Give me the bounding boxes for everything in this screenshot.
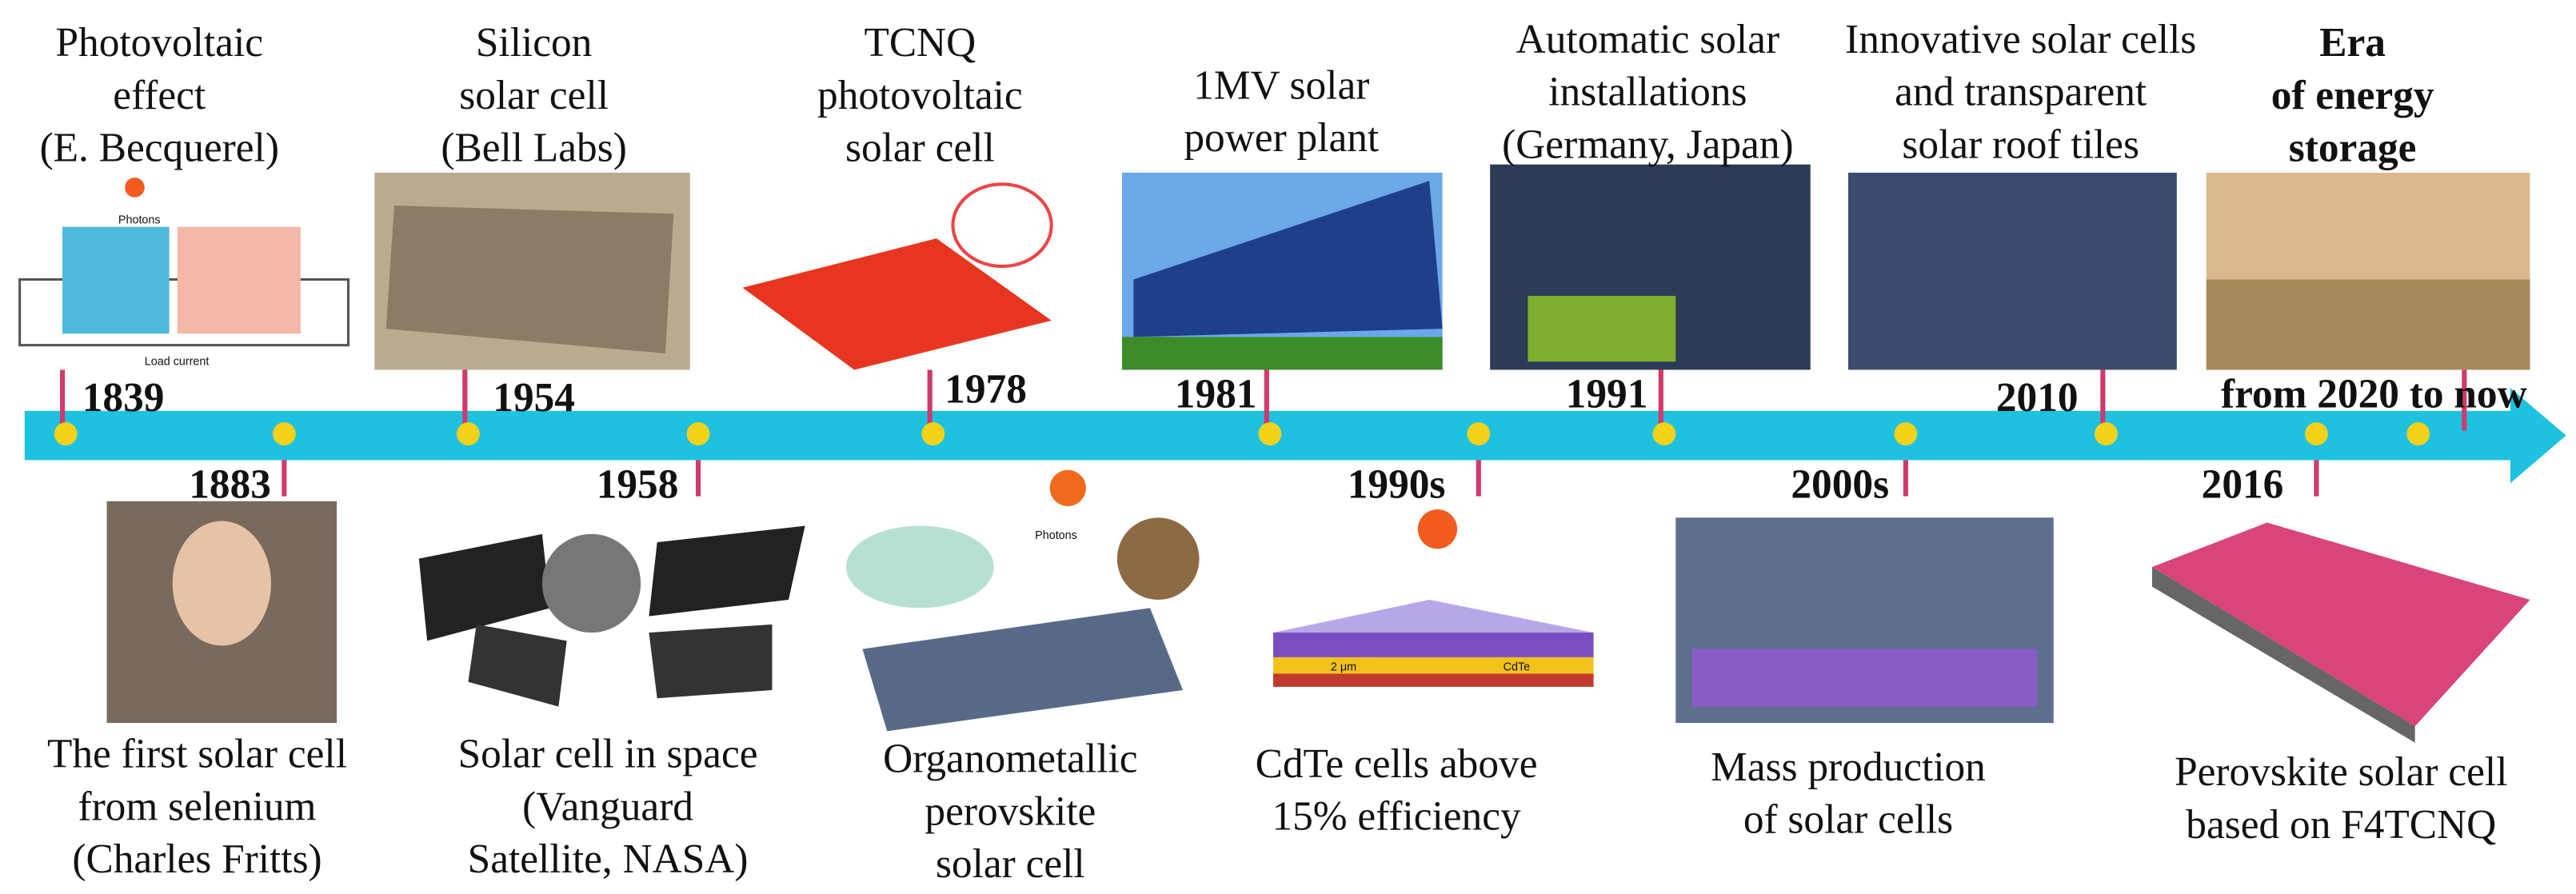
image-text: 2 μm xyxy=(1331,661,1356,673)
event-label: Silicon xyxy=(476,20,592,66)
event-label: (Charles Fritts) xyxy=(72,836,322,882)
dot xyxy=(2305,422,2328,445)
year: 1981 xyxy=(1175,372,1257,417)
events: 1839 Photovoltaic effect (E. Becquerel) 1954… xyxy=(40,17,2527,887)
event-label: Mass production xyxy=(1711,744,1986,790)
f4tcnq-substrate xyxy=(2152,566,2415,743)
event-label: CdTe cells above xyxy=(1256,741,1538,787)
event-label: solar cell xyxy=(845,126,995,171)
event-label: from selenium xyxy=(78,784,316,829)
year: 1958 xyxy=(597,462,679,508)
year: 2010 xyxy=(1996,375,2079,421)
dot xyxy=(457,422,480,445)
tcnq-molecule xyxy=(951,182,1053,269)
power-plant-grass xyxy=(1122,337,1443,370)
year: 1839 xyxy=(82,375,165,421)
factory-cells xyxy=(1691,649,2038,707)
year: 1978 xyxy=(945,367,1027,413)
roof-tiles-photo xyxy=(1847,172,2177,370)
event-label: solar roof tiles xyxy=(1902,122,2139,167)
illustrations: Photons Load current Photons xyxy=(18,164,2530,743)
event-label: solar cell xyxy=(936,841,1085,887)
installation-grass xyxy=(1528,296,1676,362)
event-label: effect xyxy=(113,73,206,118)
year: 2016 xyxy=(2202,462,2284,508)
year: 1954 xyxy=(493,375,575,421)
event-label: TCNQ xyxy=(864,20,976,66)
event-label: (Bell Labs) xyxy=(441,126,626,171)
year: 1990s xyxy=(1348,462,1446,508)
dot xyxy=(921,422,945,445)
perovskite-image: Photons xyxy=(845,469,1200,732)
event-label: and transparent xyxy=(1895,70,2147,115)
event-label: based on F4TCNQ xyxy=(2186,802,2496,848)
dot xyxy=(1258,422,1282,445)
year: from 2020 to now xyxy=(2221,372,2527,417)
image-text: Photons xyxy=(1035,529,1077,542)
event-label: storage xyxy=(2289,126,2417,171)
event-label: The first solar cell xyxy=(47,732,347,777)
event-label: (E. Becquerel) xyxy=(40,126,279,171)
event-label: of solar cells xyxy=(1743,797,1953,843)
event-label: Perovskite solar cell xyxy=(2175,749,2507,795)
event-label: Organometallic xyxy=(883,736,1137,782)
dot xyxy=(1652,422,1676,445)
year: 1883 xyxy=(189,462,271,508)
event-label: installations xyxy=(1548,70,1747,115)
dot xyxy=(2095,422,2118,445)
cdte-image: 2 μm CdTe xyxy=(1273,509,1594,687)
event-label: 15% efficiency xyxy=(1272,794,1521,840)
power-plant-panels xyxy=(1133,181,1443,337)
dot xyxy=(54,422,78,445)
energy-storage-field xyxy=(2206,279,2530,370)
dot xyxy=(2406,422,2430,445)
event-label: perovskite xyxy=(925,788,1096,834)
f4tcnq-cell xyxy=(2152,522,2530,727)
bell-labs-panels xyxy=(385,206,674,353)
fritts-face xyxy=(172,521,271,646)
year: 2000s xyxy=(1791,462,1889,508)
event-label: Solar cell in space xyxy=(458,732,758,777)
dot xyxy=(1894,422,1918,445)
event-label: of energy xyxy=(2271,73,2434,118)
year: 1991 xyxy=(1566,372,1648,417)
event-label: 1MV solar xyxy=(1193,63,1369,109)
event-label: Photovoltaic xyxy=(55,20,263,66)
becquerel-image: Photons Load current xyxy=(18,178,350,368)
event-label: (Vanguard xyxy=(522,784,693,829)
timeline-arrowhead xyxy=(2510,388,2566,484)
event-label: Automatic solar xyxy=(1516,17,1779,62)
image-text: Photons xyxy=(118,214,161,227)
vanguard-image xyxy=(418,525,805,707)
event-label: solar cell xyxy=(459,73,609,118)
event-label: Innovative solar cells xyxy=(1845,17,2196,62)
dot xyxy=(686,422,710,445)
event-label: Era xyxy=(2319,20,2386,66)
image-text: CdTe xyxy=(1504,661,1531,673)
event-label: power plant xyxy=(1184,115,1379,161)
image-text: Load current xyxy=(145,355,210,368)
dot xyxy=(272,422,296,445)
event-label: (Germany, Japan) xyxy=(1502,122,1793,167)
event-label: Satellite, NASA) xyxy=(468,836,749,882)
event-label: photovoltaic xyxy=(817,73,1023,118)
tcnq-cell xyxy=(742,238,1052,370)
dot xyxy=(1467,422,1491,445)
